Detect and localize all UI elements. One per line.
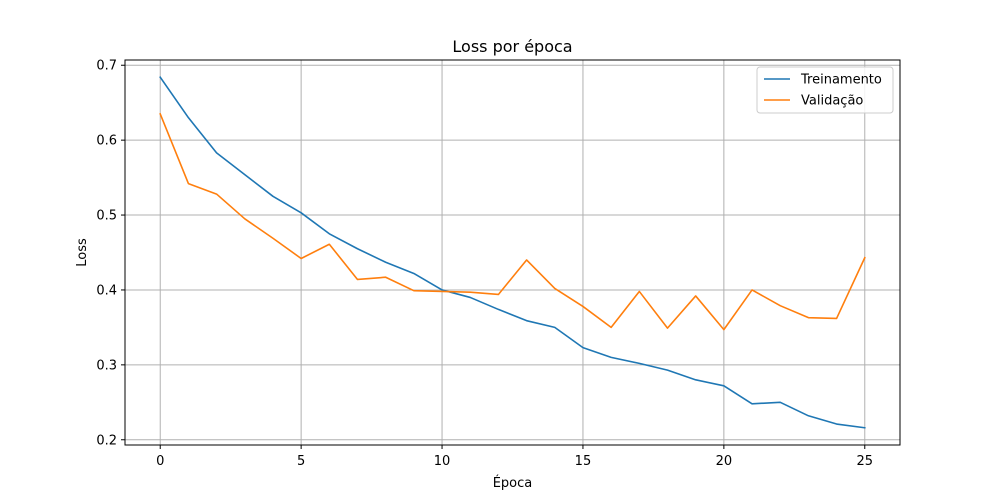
legend-label: Treinamento [800, 73, 882, 88]
y-tick-label: 0.4 [96, 283, 117, 298]
plot-frame [124, 59, 901, 446]
y-tick-label: 0.7 [96, 59, 117, 74]
x-tick-label: 10 [434, 454, 451, 469]
series-line-treinamento [159, 76, 866, 429]
x-tick-label: 20 [716, 454, 733, 469]
y-tick-label: 0.3 [96, 358, 117, 373]
x-tick-label: 25 [856, 454, 873, 469]
y-axis-title: Loss [75, 238, 90, 267]
legend-box [756, 66, 894, 114]
x-tick-label: 15 [575, 454, 592, 469]
legend: Treinamento Validação [756, 66, 894, 114]
y-tick-label: 0.5 [96, 209, 117, 224]
x-axis-title: Época [493, 475, 533, 491]
chart-title: Loss por época [452, 37, 572, 56]
y-tick-label: 0.2 [96, 433, 117, 448]
y-tick-label: 0.6 [96, 134, 117, 149]
x-tick-label: 5 [297, 454, 305, 469]
series-layer [159, 76, 866, 429]
legend-label: Validação [801, 94, 863, 109]
grid [125, 60, 900, 445]
x-tick-label: 0 [156, 454, 164, 469]
series-line-validacao [159, 112, 866, 331]
ticks: 0 5 10 15 20 25 0.2 0.3 0.4 0.5 0.6 0.7 [96, 59, 873, 469]
